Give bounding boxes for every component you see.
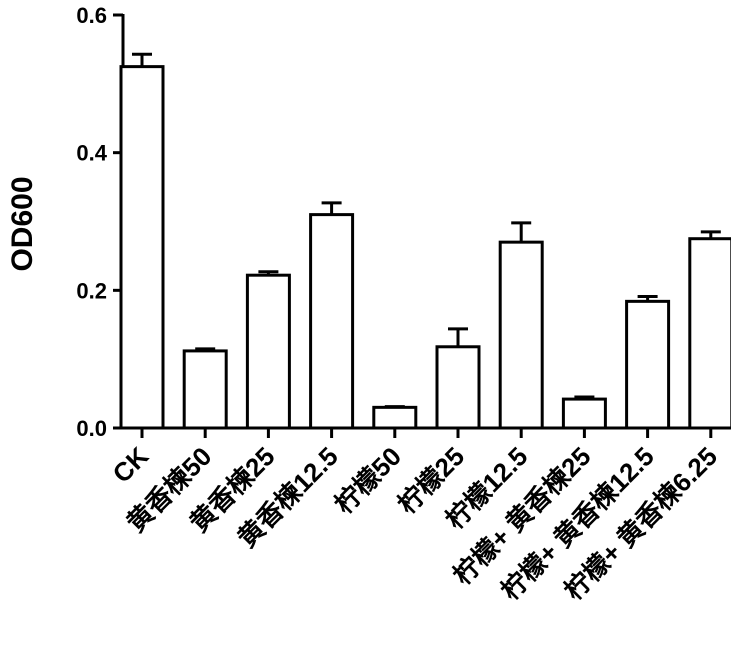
bar bbox=[437, 347, 479, 428]
bars bbox=[121, 54, 731, 428]
y-ticks: 0.0 0.2 0.4 0.6 bbox=[76, 3, 123, 441]
y-tick-label: 0.0 bbox=[76, 416, 107, 441]
bar bbox=[690, 239, 731, 428]
bar bbox=[500, 242, 542, 428]
bar bbox=[374, 407, 416, 428]
x-category-labels: CK黄香楝50黄香楝25黄香楝12.5柠檬50柠檬25柠檬12.5柠檬+ 黄香楝… bbox=[106, 428, 723, 606]
bar bbox=[184, 351, 226, 428]
bar bbox=[247, 275, 289, 428]
y-tick-label: 0.4 bbox=[76, 141, 107, 166]
x-category-label: CK bbox=[106, 441, 154, 489]
bar bbox=[311, 215, 353, 428]
y-axis-title: OD600 bbox=[6, 176, 39, 271]
y-tick-label: 0.2 bbox=[76, 278, 107, 303]
y-tick-label: 0.6 bbox=[76, 3, 107, 28]
bar bbox=[563, 399, 605, 428]
bar bbox=[627, 301, 669, 428]
bar bbox=[121, 67, 163, 428]
x-category-label: 柠檬50 bbox=[329, 441, 407, 519]
